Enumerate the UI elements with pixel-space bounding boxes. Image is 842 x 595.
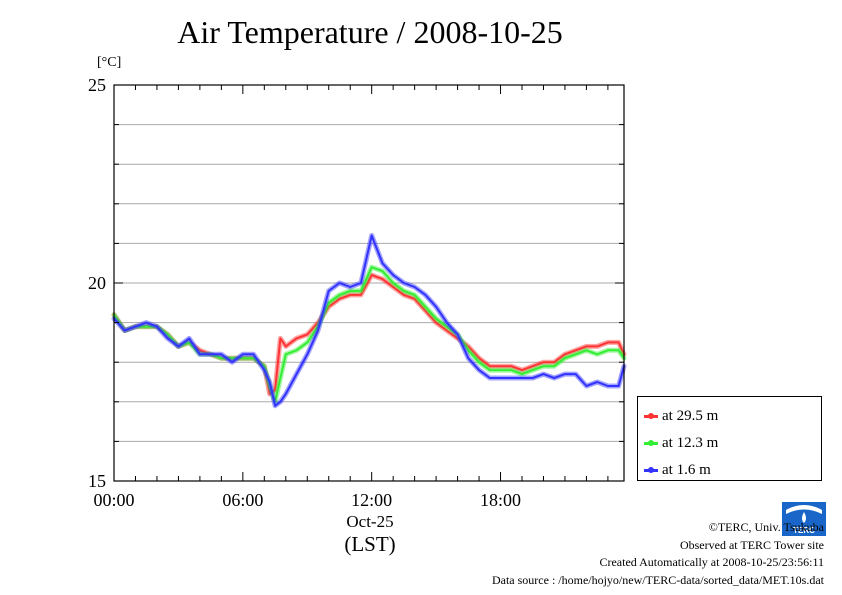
y-tick-label: 25 <box>88 75 106 95</box>
legend-swatch-red <box>644 413 658 419</box>
legend-item-1-6m: at 1.6 m <box>638 457 821 484</box>
y-tick-label: 20 <box>88 273 106 293</box>
x-tick-label: 00:00 <box>93 490 134 510</box>
series-halo-2 <box>111 233 627 409</box>
x-axis-label: (LST) <box>344 532 396 556</box>
series-halo-1 <box>111 264 627 405</box>
legend-label: at 29.5 m <box>662 408 719 424</box>
legend-label: at 1.6 m <box>662 462 711 478</box>
chart-title: Air Temperature / 2008-10-25 <box>177 14 563 50</box>
x-tick-label: 06:00 <box>222 490 263 510</box>
y-axis-unit-label: [°C] <box>97 55 122 70</box>
legend-item-29-5m: at 29.5 m <box>638 403 821 430</box>
x-axis-date-label: Oct-25 <box>346 512 394 531</box>
series-line-0 <box>113 274 625 395</box>
tick-labels: 15 20 25 00:00 06:00 12:00 18:00 <box>88 75 521 510</box>
series-line-1 <box>113 266 625 403</box>
legend-item-12-3m: at 12.3 m <box>638 430 821 457</box>
legend: at 29.5 m at 12.3 m at 1.6 m <box>637 396 822 481</box>
legend-swatch-blue <box>644 467 658 473</box>
series-line-2 <box>113 234 625 407</box>
y-tick-label: 15 <box>88 471 106 491</box>
credits-block: ©TERC, Univ. Tsukuba Observed at TERC To… <box>492 519 824 589</box>
x-tick-label: 12:00 <box>351 490 392 510</box>
legend-swatch-green <box>644 440 658 446</box>
terc-logo-icon: TERC <box>782 502 826 536</box>
x-tick-label: 18:00 <box>480 490 521 510</box>
logo-text: TERC <box>793 526 815 535</box>
legend-label: at 12.3 m <box>662 435 719 451</box>
created-text: Created Automatically at 2008-10-25/23:5… <box>599 555 824 569</box>
series-layer <box>111 233 627 409</box>
data-source-text: Data source : /home/hojyo/new/TERC-data/… <box>491 572 824 587</box>
copyright-text: ©TERC, Univ. Tsukuba <box>708 520 824 534</box>
axis-ticks <box>114 85 624 481</box>
site-text: Observed at TERC Tower site <box>679 537 824 552</box>
